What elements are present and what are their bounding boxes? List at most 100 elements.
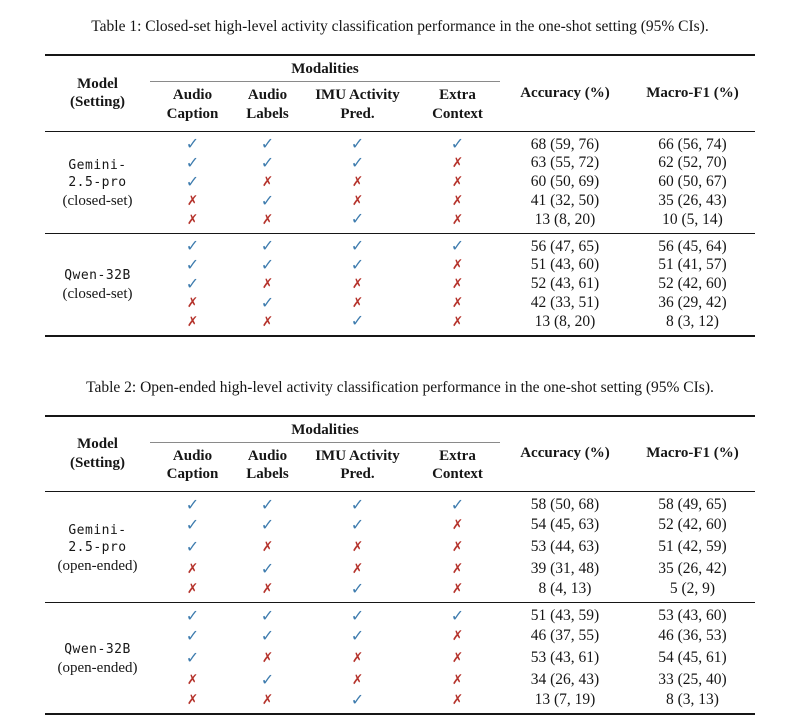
- table-row: ✗ ✓ ✗ ✗ 39 (31, 48) 35 (26, 42): [45, 558, 755, 580]
- cross-icon: ✗: [261, 581, 274, 597]
- accuracy-value: 39 (31, 48): [530, 560, 600, 577]
- check-icon: ✓: [350, 605, 365, 625]
- accuracy-value: 8 (4, 13): [538, 580, 592, 597]
- macro-f1-value: 46 (36, 53): [658, 627, 727, 644]
- check-icon: ✓: [450, 236, 465, 255]
- accuracy-value: 13 (7, 19): [534, 691, 596, 708]
- accuracy-value: 52 (43, 61): [530, 275, 600, 292]
- model-group: Qwen-32B (open-ended) ✓ ✓ ✓ ✓ 51 (43, 59) 53 (4…: [45, 602, 755, 715]
- model-label: Gemini- 2.5-pro (closed-set): [45, 131, 150, 233]
- check-icon: ✓: [350, 514, 365, 534]
- check-icon: ✓: [350, 134, 365, 153]
- macro-f1-value: 52 (42, 60): [658, 516, 727, 533]
- model-group: Gemini- 2.5-pro (open-ended) ✓ ✓ ✓ ✓ 58 (50, 68…: [45, 492, 755, 603]
- cross-icon: ✗: [451, 692, 464, 708]
- modality-column-header: Extra Context: [432, 447, 483, 483]
- accuracy-value: 34 (26, 43): [530, 671, 600, 688]
- check-icon: ✓: [350, 209, 365, 228]
- table-header: Model (Setting) Modalities Accuracy (%) Macr…: [45, 55, 755, 131]
- macro-f1-value: 8 (3, 13): [666, 691, 719, 708]
- check-icon: ✓: [260, 152, 275, 172]
- macro-f1-value: 51 (42, 59): [658, 538, 727, 555]
- table-row: ✓ ✗ ✗ ✗ 53 (44, 63) 51 (42, 59): [45, 536, 755, 558]
- check-icon: ✓: [260, 254, 275, 274]
- check-icon: ✓: [450, 605, 465, 625]
- modality-column-header: Audio Labels: [246, 87, 289, 122]
- cross-icon: ✗: [261, 692, 274, 708]
- cross-icon: ✗: [186, 692, 199, 708]
- model-group: Qwen-32B (closed-set) ✓ ✓ ✓ ✓ 56 (47, 65) 56 (4…: [45, 233, 755, 336]
- cross-icon: ✗: [186, 313, 199, 330]
- check-icon: ✓: [185, 605, 200, 625]
- cross-icon: ✗: [451, 313, 464, 330]
- check-icon: ✓: [185, 536, 200, 556]
- accuracy-column-header: Accuracy (%): [520, 445, 610, 462]
- macro-f1-value: 66 (56, 74): [658, 135, 727, 153]
- table-row: Gemini- 2.5-pro (closed-set) ✓ ✓ ✓ ✓ 68 (59, 76…: [45, 131, 755, 209]
- table-2-section: Table 2: Open-ended high-level activity …: [0, 378, 800, 715]
- model-setting-label: (open-ended): [57, 660, 138, 677]
- table-2-open-ended-results: Model (Setting) Modalities Accuracy (%) Macr…: [45, 414, 755, 715]
- cross-icon: ✗: [261, 276, 274, 292]
- cross-icon: ✗: [451, 517, 464, 533]
- check-icon: ✓: [185, 254, 200, 274]
- accuracy-value: 41 (32, 50): [530, 192, 600, 209]
- macro-f1-value: 8 (3, 12): [666, 312, 719, 330]
- table-1-section: Table 1: Closed-set high-level activity …: [0, 17, 800, 337]
- accuracy-value: 63 (55, 72): [530, 154, 600, 171]
- macro-f1-value: 53 (43, 60): [658, 607, 727, 624]
- cross-icon: ✗: [451, 211, 464, 228]
- check-icon: ✓: [260, 494, 275, 514]
- cross-icon: ✗: [451, 672, 464, 688]
- cross-icon: ✗: [351, 193, 364, 209]
- check-icon: ✓: [260, 190, 275, 210]
- modalities-group-header: Modalities: [150, 415, 500, 443]
- modality-column-header: Audio Caption: [166, 87, 219, 122]
- macro-f1-value: 33 (25, 40): [658, 671, 727, 688]
- cross-icon: ✗: [351, 539, 364, 555]
- table-row: ✗ ✓ ✗ ✗ 41 (32, 50) 35 (26, 43): [45, 192, 755, 211]
- cross-icon: ✗: [186, 193, 199, 209]
- modality-column-header: Audio Labels: [246, 447, 289, 483]
- cross-icon: ✗: [451, 193, 464, 209]
- cross-icon: ✗: [186, 581, 199, 597]
- table-row: ✗ ✓ ✗ ✗ 42 (33, 51) 36 (29, 42): [45, 294, 755, 313]
- cross-icon: ✗: [186, 295, 199, 311]
- cross-icon: ✗: [451, 628, 464, 644]
- modality-column-header: Extra Context: [432, 87, 483, 122]
- macro-f1-value: 60 (50, 67): [658, 173, 727, 190]
- cross-icon: ✗: [261, 313, 274, 330]
- table-row: ✓ ✗ ✗ ✗ 52 (43, 61) 52 (42, 60): [45, 275, 755, 294]
- accuracy-value: 53 (44, 63): [530, 538, 600, 555]
- check-icon: ✓: [185, 494, 200, 514]
- table-row: ✓ ✗ ✗ ✗ 60 (50, 69) 60 (50, 67): [45, 173, 755, 192]
- check-icon: ✓: [185, 514, 200, 534]
- macro-f1-value: 5 (2, 9): [669, 580, 716, 597]
- table-row: ✗ ✗ ✓ ✗ 13 (8, 20) 10 (5, 14): [45, 211, 755, 234]
- cross-icon: ✗: [186, 672, 199, 688]
- modality-column-header: IMU Activity Pred.: [315, 447, 400, 483]
- cross-icon: ✗: [261, 174, 274, 190]
- cross-icon: ✗: [451, 581, 464, 597]
- cross-icon: ✗: [451, 295, 464, 311]
- table-2-caption: Table 2: Open-ended high-level activity …: [86, 378, 714, 396]
- cross-icon: ✗: [261, 650, 274, 666]
- table-row: ✓ ✓ ✓ ✗ 46 (37, 55) 46 (36, 53): [45, 625, 755, 647]
- accuracy-value: 56 (47, 65): [530, 237, 600, 255]
- check-icon: ✓: [185, 273, 200, 293]
- check-icon: ✓: [350, 311, 365, 330]
- accuracy-value: 54 (45, 63): [530, 516, 600, 533]
- modality-column-header: Audio Caption: [166, 447, 219, 483]
- check-icon: ✓: [185, 134, 200, 153]
- cross-icon: ✗: [261, 211, 274, 228]
- table-1-caption: Table 1: Closed-set high-level activity …: [91, 18, 709, 35]
- table-row: Qwen-32B (closed-set) ✓ ✓ ✓ ✓ 56 (47, 65) 56 (4…: [45, 233, 755, 303]
- accuracy-value: 53 (43, 61): [530, 649, 600, 666]
- check-icon: ✓: [350, 494, 365, 514]
- model-label: Qwen-32B (open-ended): [45, 603, 150, 715]
- macro-f1-column-header: Macro-F1 (%): [646, 84, 739, 101]
- accuracy-value: 46 (37, 55): [530, 627, 600, 644]
- cross-icon: ✗: [451, 276, 464, 292]
- cross-icon: ✗: [351, 672, 364, 688]
